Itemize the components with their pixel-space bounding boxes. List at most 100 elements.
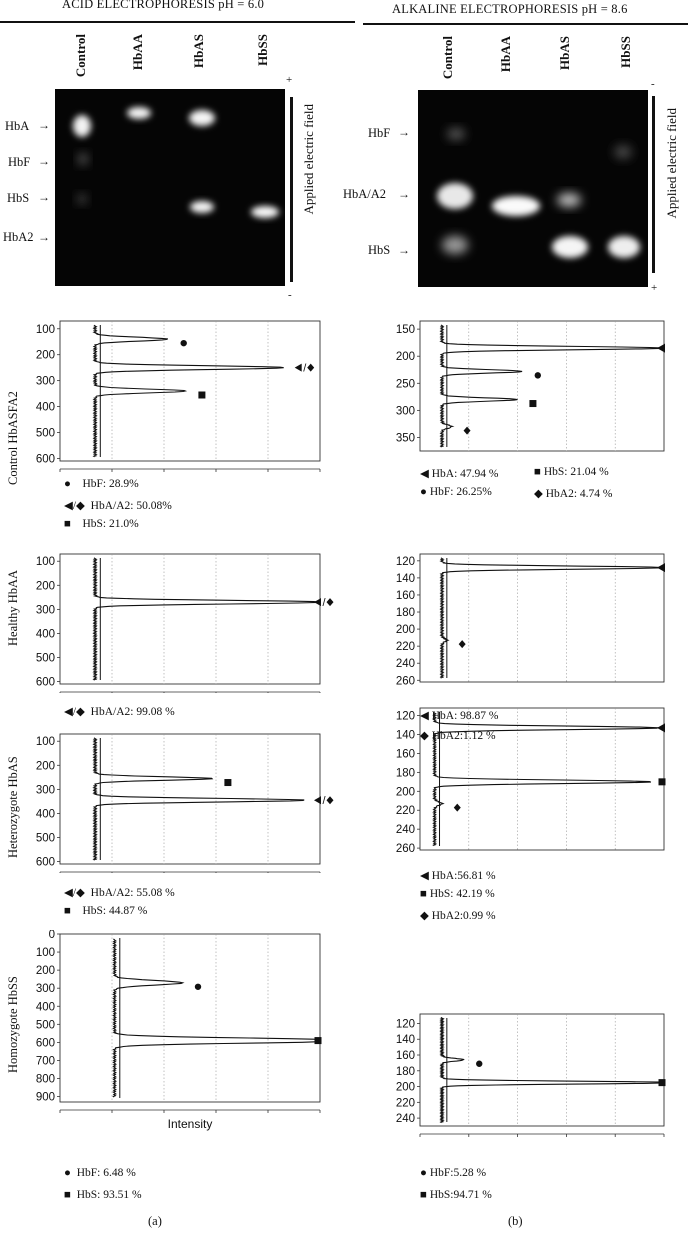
- density-curve: [92, 324, 284, 458]
- y-tick-label: 220: [396, 805, 415, 817]
- legend-b1: ◀ HbA: 47.94 % ● HbF: 26.25%: [420, 466, 499, 506]
- chart-healthy-alkaline: 120 140 160 180 200 220 240 260: [396, 553, 665, 687]
- chart-homozygote-acid: 0 100 200 300 400 500 600 700 800 900 Intensity: [36, 930, 322, 1131]
- marker-square: [658, 778, 666, 786]
- y-tick-label: 200: [36, 580, 55, 592]
- marker-square: [224, 779, 232, 787]
- marker-circle: [476, 1060, 483, 1067]
- marker-diamond: [453, 803, 461, 812]
- y-tick-label: 600: [36, 1037, 55, 1049]
- marker-diamond: [326, 598, 334, 607]
- left-lane-hbss: HbSS: [255, 34, 270, 66]
- y-tick-label: 800: [36, 1074, 55, 1086]
- marker-diamond: [463, 426, 471, 435]
- right-lane-hbss: HbSS: [618, 36, 633, 68]
- diamond-icon: ◆: [420, 730, 429, 742]
- plot-frame: [419, 320, 665, 452]
- left-band-hba2: HbA2: [3, 230, 34, 244]
- y-tick-label: 160: [396, 590, 415, 602]
- legend-item: HbF: 26.25%: [429, 486, 492, 498]
- y-tick-label: 700: [36, 1055, 55, 1067]
- y-tick-label: 200: [396, 786, 415, 798]
- chart-control-acid: 100 200 300 400 500 600 /: [36, 320, 321, 472]
- y-tick-label: 400: [36, 808, 55, 820]
- y-tick-label: 300: [396, 405, 415, 417]
- y-tick-label: 500: [36, 427, 55, 439]
- circle-icon: ●: [64, 1167, 71, 1179]
- y-tick-label: 400: [36, 402, 55, 414]
- density-curve: [432, 711, 660, 847]
- square-icon: ■: [534, 466, 541, 478]
- marker-square: [314, 1037, 322, 1045]
- arrow-icon: →: [398, 243, 410, 257]
- square-icon: ■: [420, 1189, 427, 1201]
- density-curve: [92, 557, 319, 681]
- gel-band: [77, 194, 87, 204]
- chart-heterozygote-acid: 100 200 300 400 500 600 /: [36, 733, 334, 873]
- legend-b2: ◀ HbA: 98.87 % ◆ HbA2:1.12 %: [420, 708, 499, 748]
- y-tick-label: 600: [36, 677, 55, 689]
- marker-circle: [180, 339, 187, 347]
- gel-band: [614, 145, 632, 159]
- row-label-heterozygote: Heterozygote HbAS: [6, 756, 20, 858]
- legend-item: HbA/A2: 50.08%: [90, 500, 172, 512]
- gel-band: [447, 128, 465, 140]
- legend-item: HbF:5.28 %: [429, 1167, 487, 1179]
- y-tick-label: 240: [396, 1113, 415, 1125]
- y-tick-label: 100: [36, 556, 55, 568]
- legend-item: HbA2:0.99 %: [431, 910, 496, 922]
- y-tick-label: 500: [36, 1019, 55, 1031]
- row-label-control: Control HbASFA2: [6, 391, 20, 485]
- left-gel-image: [55, 89, 285, 286]
- marker-circle: [534, 372, 541, 379]
- y-tick-label: 180: [396, 607, 415, 619]
- marker-square: [198, 391, 206, 399]
- row-label-healthy: Healthy HbAA: [6, 569, 20, 647]
- chart-homozygote-alkaline: 120140160180200220240Intensity: [396, 1013, 666, 1137]
- legend-item: HbS: 44.87 %: [82, 905, 148, 917]
- legend-item: HbA/A2: 55.08 %: [90, 887, 175, 899]
- square-icon: ■: [420, 888, 427, 900]
- right-lane-hbas: HbAS: [557, 36, 572, 70]
- legend-item: HbA: 98.87 %: [431, 710, 499, 722]
- legend-item: HbS: 42.19 %: [429, 888, 495, 900]
- plot-frame: [59, 933, 321, 1103]
- right-band-hbaa2: HbA/A2: [343, 187, 387, 201]
- y-tick-label: 400: [36, 1001, 55, 1013]
- left-header: ACID ELECTROPHORESIS pH = 6.0: [62, 0, 265, 11]
- legend-item: HbS:94.71 %: [429, 1189, 492, 1201]
- y-tick-label: 220: [396, 641, 415, 653]
- plot-frame: [59, 553, 321, 685]
- gel-band: [73, 115, 91, 137]
- y-tick-label: 120: [396, 1018, 415, 1030]
- y-tick-label: 300: [36, 983, 55, 995]
- plot-frame: [419, 553, 665, 683]
- marker-triangle: [294, 363, 302, 372]
- legend-a2: ◀/◆ HbA/A2: 99.08 %: [64, 704, 175, 724]
- left-lane-hbas: HbAS: [191, 34, 206, 68]
- left-field-bar: [290, 97, 293, 282]
- legend-item: HbA:56.81 %: [431, 870, 496, 882]
- y-tick-label: 260: [396, 675, 415, 687]
- square-icon: ■: [64, 1189, 71, 1201]
- arrow-icon: →: [398, 187, 410, 201]
- y-tick-label: 500: [36, 653, 55, 665]
- y-tick-label: 180: [396, 1066, 415, 1078]
- y-tick-label: 900: [36, 1092, 55, 1104]
- marker-triangle: [657, 563, 665, 573]
- left-plus: +: [286, 74, 293, 86]
- diamond-icon: ◆: [420, 910, 429, 922]
- y-tick-label: 350: [396, 432, 415, 444]
- legend-b4: ● HbF:5.28 % ■ HbS:94.71 %: [420, 1167, 492, 1211]
- legend-a4: ● HbF: 6.48 % ■ HbS: 93.51 %: [64, 1167, 142, 1211]
- right-minus: -: [651, 78, 655, 90]
- y-tick-label: 140: [396, 730, 415, 742]
- legend-a1: ● HbF: 28.9% ◀/◆ HbA/A2: 50.08% ■ HbS: 2…: [64, 478, 172, 538]
- right-header-rule: [363, 23, 688, 25]
- y-tick-label: 200: [36, 760, 55, 772]
- y-tick-label: 600: [36, 453, 55, 465]
- plot-frame: [419, 1013, 665, 1127]
- left-field-label: Applied electric field: [301, 104, 316, 215]
- marker-slash: /: [303, 363, 307, 375]
- y-tick-label: 150: [396, 324, 415, 336]
